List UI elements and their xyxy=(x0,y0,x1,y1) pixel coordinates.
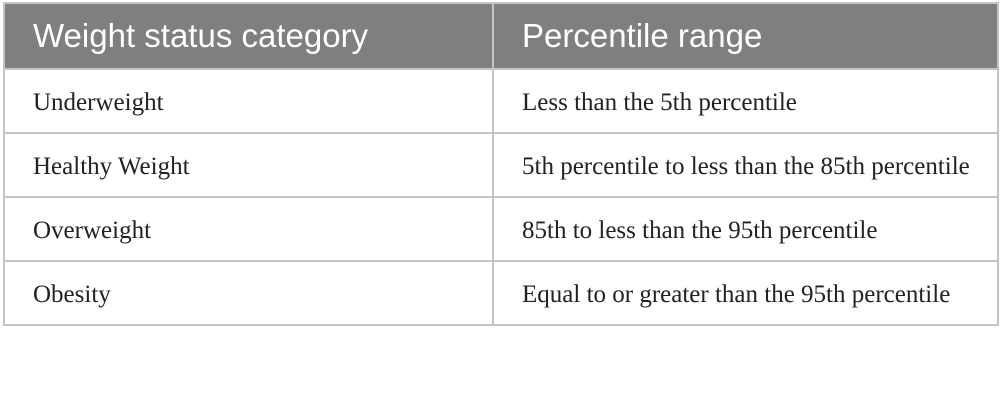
category-cell: Overweight xyxy=(3,196,494,262)
table-row: Overweight 85th to less than the 95th pe… xyxy=(3,196,999,262)
range-cell: 5th percentile to less than the 85th per… xyxy=(492,132,999,198)
range-cell: 85th to less than the 95th percentile xyxy=(492,196,999,262)
header-row: Weight status category Percentile range xyxy=(3,2,999,70)
table-row: Underweight Less than the 5th percentile xyxy=(3,68,999,134)
category-cell: Obesity xyxy=(3,260,494,326)
range-cell: Equal to or greater than the 95th percen… xyxy=(492,260,999,326)
category-cell: Underweight xyxy=(3,68,494,134)
category-cell: Healthy Weight xyxy=(3,132,494,198)
table-row: Healthy Weight 5th percentile to less th… xyxy=(3,132,999,198)
range-cell: Less than the 5th percentile xyxy=(492,68,999,134)
header-cell: Percentile range xyxy=(492,2,999,70)
table-row: Obesity Equal to or greater than the 95t… xyxy=(3,260,999,326)
weight-status-table: Weight status category Percentile range … xyxy=(3,2,999,326)
header-cell: Weight status category xyxy=(3,2,494,70)
